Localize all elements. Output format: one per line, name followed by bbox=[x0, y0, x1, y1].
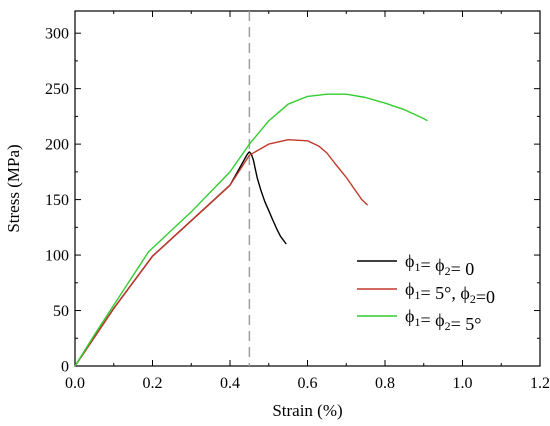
x-tick-label: 1.0 bbox=[453, 375, 473, 392]
series-group bbox=[74, 93, 428, 367]
legend: ϕ1= ϕ2= 0ϕ1= 5°, ϕ2=0ϕ1= ϕ2= 5° bbox=[357, 251, 495, 334]
plot-frame bbox=[74, 10, 541, 367]
y-tick-label: 250 bbox=[45, 81, 69, 98]
axis-ticks bbox=[74, 11, 541, 367]
legend-label-2: ϕ1= 5°, ϕ2=0 bbox=[405, 279, 495, 307]
y-tick-label: 200 bbox=[45, 137, 69, 154]
series-line-1 bbox=[74, 151, 287, 367]
x-tick-label: 0.2 bbox=[143, 375, 163, 392]
x-tick-label: 0.6 bbox=[298, 375, 318, 392]
x-tick-label: 0.4 bbox=[220, 375, 240, 392]
y-tick-label: 50 bbox=[53, 303, 69, 320]
series-line-3 bbox=[74, 93, 428, 367]
y-tick-label: 150 bbox=[45, 192, 69, 209]
y-axis-title: Stress (MPa) bbox=[4, 144, 23, 232]
y-tick-label: 300 bbox=[45, 26, 69, 43]
series-line-2 bbox=[74, 138, 369, 367]
legend-label-1: ϕ1= ϕ2= 0 bbox=[405, 251, 474, 279]
y-tick-label: 0 bbox=[61, 359, 69, 376]
x-tick-label: 0.8 bbox=[375, 375, 395, 392]
x-tick-label: 0.0 bbox=[65, 375, 85, 392]
x-tick-label: 1.2 bbox=[530, 375, 550, 392]
x-axis-title: Strain (%) bbox=[272, 401, 342, 420]
legend-label-3: ϕ1= ϕ2= 5° bbox=[405, 306, 481, 334]
y-tick-label: 100 bbox=[45, 248, 69, 265]
axis-tick-labels: 0.0 0.2 0.4 0.6 0.8 1.0 1.2 0 50 100 150 200 250 300 bbox=[45, 26, 550, 392]
